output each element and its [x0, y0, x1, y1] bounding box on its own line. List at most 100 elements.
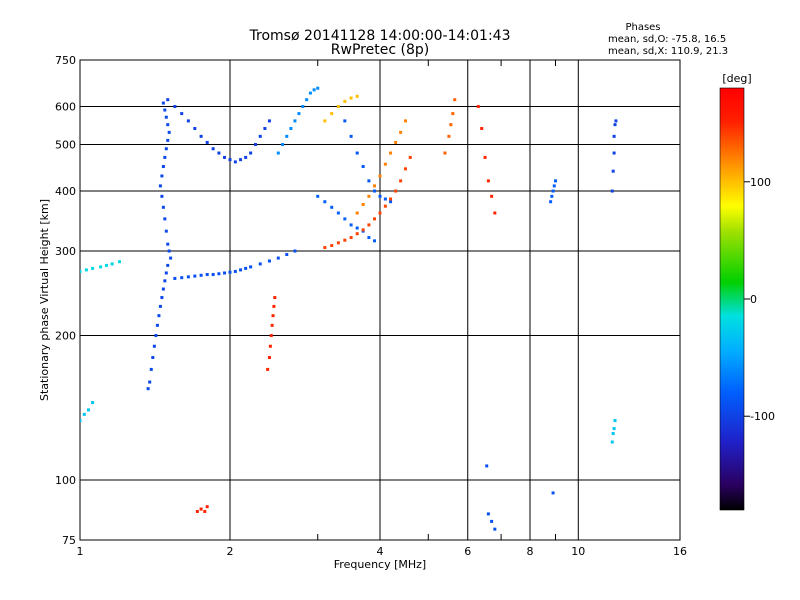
data-point — [308, 91, 312, 95]
data-point — [408, 155, 412, 159]
x-tick-label: 1 — [77, 545, 84, 558]
data-point — [166, 98, 170, 102]
data-point — [276, 256, 280, 260]
data-point — [343, 238, 347, 242]
data-point — [160, 296, 164, 300]
data-point — [323, 119, 327, 123]
data-point — [399, 130, 403, 134]
y-tick-label: 400 — [55, 185, 76, 198]
data-point — [399, 179, 403, 183]
data-point — [110, 262, 114, 266]
data-point — [349, 223, 353, 227]
data-point — [117, 260, 121, 264]
data-point — [217, 151, 221, 155]
data-point — [91, 401, 95, 405]
x-tick-label: 8 — [527, 545, 534, 558]
data-point — [166, 138, 170, 142]
y-tick-label: 750 — [55, 54, 76, 67]
data-point — [272, 304, 276, 308]
data-point — [164, 115, 168, 119]
data-point — [149, 367, 153, 371]
data-point — [161, 205, 165, 209]
data-point — [199, 273, 203, 277]
data-point — [99, 265, 103, 269]
data-point — [612, 134, 616, 138]
data-point — [367, 236, 371, 240]
data-point — [289, 126, 293, 130]
data-point — [355, 94, 359, 98]
data-point — [211, 273, 215, 277]
data-point — [173, 105, 177, 109]
data-point — [161, 101, 165, 105]
y-axis-label: Stationary phase Virtual Height [km] — [38, 199, 51, 401]
data-point — [485, 464, 489, 468]
data-point — [361, 228, 365, 232]
data-point — [611, 169, 615, 173]
y-tick-label: 300 — [55, 245, 76, 258]
data-point — [180, 276, 184, 280]
data-point — [223, 271, 227, 275]
data-point — [394, 140, 398, 144]
data-point — [447, 134, 451, 138]
data-point — [157, 314, 161, 318]
data-point — [258, 134, 262, 138]
data-point — [258, 262, 262, 266]
data-point — [316, 86, 320, 90]
data-point — [486, 179, 490, 183]
x-tick-label: 2 — [227, 545, 234, 558]
data-point — [550, 194, 554, 198]
data-point — [268, 344, 272, 348]
data-point — [612, 151, 616, 155]
data-point — [451, 112, 455, 116]
data-point — [281, 143, 285, 147]
data-point — [160, 174, 164, 178]
data-point — [285, 253, 289, 257]
data-point — [449, 123, 453, 127]
x-tick-label: 10 — [571, 545, 585, 558]
data-point — [610, 440, 614, 444]
data-point — [80, 269, 82, 273]
data-point — [349, 236, 353, 240]
y-tick-label: 100 — [55, 474, 76, 487]
data-point — [553, 179, 557, 183]
data-point — [612, 427, 616, 431]
data-point — [186, 275, 190, 279]
data-point — [355, 211, 359, 215]
data-point — [476, 105, 480, 109]
data-point — [146, 387, 150, 391]
data-point — [249, 265, 253, 269]
data-point — [269, 334, 273, 338]
colorbar-tick-label: 100 — [750, 176, 771, 189]
data-point — [330, 112, 334, 116]
data-point — [173, 276, 177, 280]
data-point — [239, 268, 243, 272]
data-point — [378, 194, 382, 198]
data-point — [164, 147, 168, 151]
data-point — [394, 189, 398, 193]
data-point — [316, 194, 320, 198]
data-point — [163, 108, 167, 112]
data-point — [613, 419, 617, 423]
data-point — [161, 287, 165, 291]
data-point — [164, 229, 168, 233]
data-point — [349, 134, 353, 138]
data-point — [343, 119, 347, 123]
data-point — [355, 232, 359, 236]
data-point — [367, 179, 371, 183]
data-point — [551, 491, 555, 495]
data-point — [486, 512, 490, 516]
data-point — [82, 412, 86, 416]
data-point — [490, 194, 494, 198]
data-point — [84, 268, 88, 272]
data-point — [383, 197, 387, 201]
data-point — [373, 189, 377, 193]
data-point — [195, 509, 199, 513]
stats-x-mode: mean, sd,X: 110.9, 21.3 — [608, 46, 728, 57]
data-point — [211, 147, 215, 151]
data-point — [249, 151, 253, 155]
data-point — [233, 160, 237, 164]
data-point — [483, 155, 487, 159]
data-point — [239, 158, 243, 162]
data-point — [273, 296, 277, 300]
data-point — [263, 126, 267, 130]
